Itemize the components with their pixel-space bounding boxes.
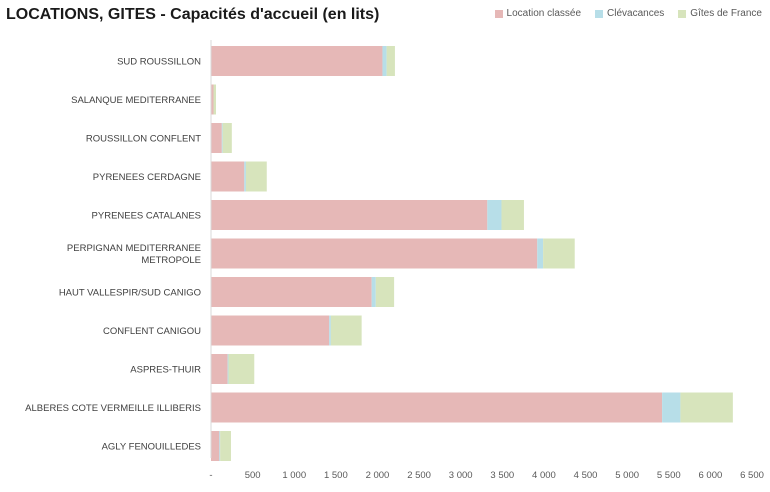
bar-segment-6-1	[371, 277, 376, 307]
bar-segment-8-1	[227, 354, 229, 384]
x-tick-label: 2 000	[366, 470, 390, 481]
bar-segment-6-0	[211, 277, 372, 307]
legend-label-clevacances: Clévacances	[607, 8, 665, 19]
category-label-line: SUD ROUSSILLON	[117, 57, 201, 68]
bar-segment-6-2	[375, 277, 395, 307]
legend-swatch-gites-de-france	[678, 9, 687, 18]
x-tick-label: 3 000	[449, 470, 473, 481]
bar-segment-0-0	[211, 46, 383, 76]
category-label-line: PYRENEES CATALANES	[92, 211, 201, 222]
legend-item-gites-de-france: Gîtes de France	[678, 8, 762, 19]
x-tick-label: 5 500	[657, 470, 681, 481]
bar-segment-9-1	[662, 392, 681, 423]
x-tick-label: 500	[245, 470, 261, 481]
category-label: ASPRES-THUIR	[130, 365, 201, 376]
bar-segment-2-2	[222, 123, 232, 153]
bar-segment-3-1	[244, 161, 246, 192]
bar-segment-7-2	[330, 315, 362, 346]
x-tick-label: -	[209, 470, 212, 481]
category-label: SALANQUE MEDITERRANEE	[71, 95, 201, 106]
bar-segment-4-0	[211, 200, 488, 230]
bar-segment-5-1	[537, 238, 544, 269]
legend-label-location-classee: Location classée	[506, 8, 582, 19]
bar-segment-8-0	[211, 354, 228, 384]
legend-swatch-clevacances	[595, 9, 604, 18]
chart-legend: Location classée Clévacances Gîtes de Fr…	[494, 8, 762, 19]
category-label-line: ASPRES-THUIR	[130, 365, 201, 376]
category-label-line: ALBERES COTE VERMEILLE ILLIBERIS	[25, 403, 201, 414]
bar-segment-3-0	[211, 161, 245, 192]
bar-segment-9-0	[211, 392, 663, 423]
legend-item-clevacances: Clévacances	[595, 8, 664, 19]
chart-title: LOCATIONS, GITES - Capacités d'accueil (…	[6, 6, 380, 23]
bar-segment-10-0	[211, 431, 220, 461]
bar-segment-9-2	[680, 392, 733, 423]
legend-item-location-classee: Location classée	[494, 8, 582, 19]
category-label-line: PYRENEES CERDAGNE	[93, 172, 201, 183]
category-label-line: METROPOLE	[141, 255, 201, 266]
x-tick-label: 1 500	[324, 470, 348, 481]
category-label-line: CONFLENT CANIGOU	[103, 326, 201, 337]
x-tick-label: 3 500	[490, 470, 514, 481]
category-label-line: SALANQUE MEDITERRANEE	[71, 95, 201, 106]
x-tick-label: 4 000	[532, 470, 556, 481]
category-label: SUD ROUSSILLON	[117, 57, 201, 68]
category-label-line: PERPIGNAN MEDITERRANEE	[67, 243, 201, 254]
x-tick-label: 5 000	[615, 470, 639, 481]
category-label-line: AGLY FENOUILLEDES	[102, 442, 201, 453]
bar-segment-5-0	[211, 238, 538, 269]
x-tick-label: 2 500	[407, 470, 431, 481]
category-label: HAUT VALLESPIR/SUD CANIGO	[59, 288, 201, 299]
legend-swatch-location-classee	[494, 9, 503, 18]
category-label: CONFLENT CANIGOU	[103, 326, 201, 337]
category-label: PYRENEES CERDAGNE	[93, 172, 201, 183]
bar-segment-7-0	[211, 315, 330, 346]
bar-segment-1-0	[211, 84, 214, 115]
x-tick-label: 4 500	[574, 470, 598, 481]
bar-segment-7-1	[329, 315, 331, 346]
category-label: ALBERES COTE VERMEILLE ILLIBERIS	[25, 403, 201, 414]
bar-segment-1-2	[213, 84, 216, 115]
x-tick-label: 6 000	[698, 470, 722, 481]
category-label-line: ROUSSILLON CONFLENT	[86, 134, 201, 145]
category-label: AGLY FENOUILLEDES	[102, 442, 201, 453]
bar-segment-4-1	[487, 200, 502, 230]
bar-segment-0-1	[382, 46, 387, 76]
category-label: PERPIGNAN MEDITERRANEE METROPOLE	[67, 243, 201, 266]
category-label: ROUSSILLON CONFLENT	[86, 134, 201, 145]
bar-segment-2-0	[211, 123, 222, 153]
category-label: PYRENEES CATALANES	[92, 211, 201, 222]
bar-segment-4-2	[501, 200, 524, 230]
bar-segment-0-2	[386, 46, 395, 76]
bar-segment-3-2	[245, 161, 267, 192]
x-tick-label: 1 000	[282, 470, 306, 481]
category-label-line: HAUT VALLESPIR/SUD CANIGO	[59, 288, 201, 299]
x-tick-label: 6 500	[740, 470, 764, 481]
bar-segment-5-2	[543, 238, 575, 269]
bar-segment-8-2	[228, 354, 255, 384]
bar-segment-10-2	[220, 431, 231, 461]
legend-label-gites-de-france: Gîtes de France	[690, 8, 762, 19]
bar-segment-10-1	[219, 431, 221, 461]
bar-segment-2-1	[221, 123, 223, 153]
